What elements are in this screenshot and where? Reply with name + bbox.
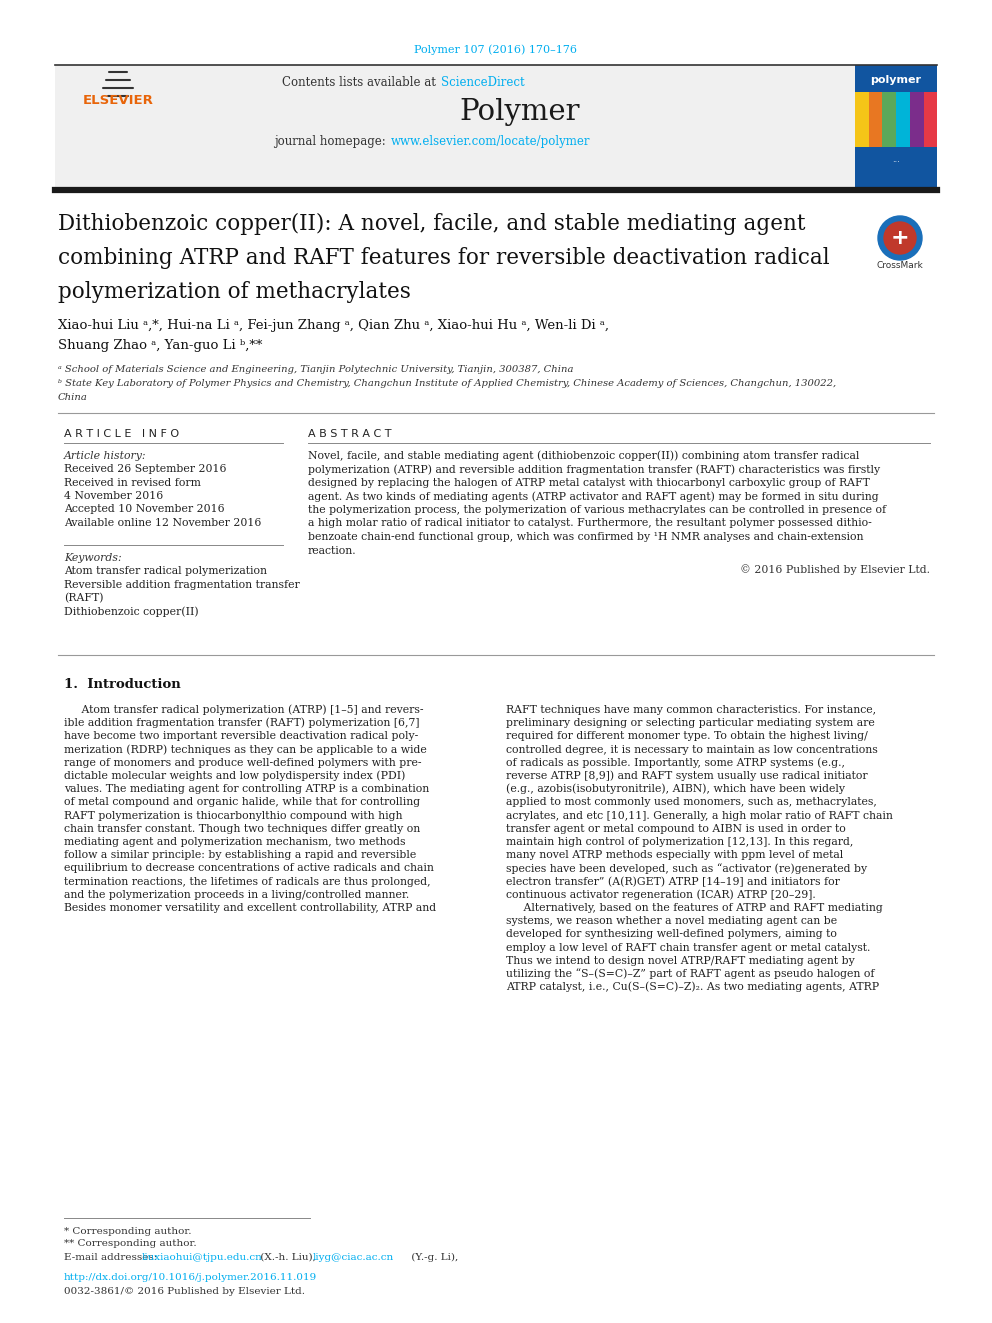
Bar xyxy=(869,93,883,147)
Text: have become two important reversible deactivation radical poly-: have become two important reversible dea… xyxy=(64,732,419,741)
Text: Accepted 10 November 2016: Accepted 10 November 2016 xyxy=(64,504,224,515)
Text: reverse ATRP [8,9]) and RAFT system usually use radical initiator: reverse ATRP [8,9]) and RAFT system usua… xyxy=(506,771,868,782)
Text: reaction.: reaction. xyxy=(308,545,357,556)
Text: equilibrium to decrease concentrations of active radicals and chain: equilibrium to decrease concentrations o… xyxy=(64,864,434,873)
Text: Thus we intend to design novel ATRP/RAFT mediating agent by: Thus we intend to design novel ATRP/RAFT… xyxy=(506,955,855,966)
Bar xyxy=(896,93,910,147)
Text: polymerization (ATRP) and reversible addition fragmentation transfer (RAFT) char: polymerization (ATRP) and reversible add… xyxy=(308,464,880,475)
Text: ** Corresponding author.: ** Corresponding author. xyxy=(64,1240,196,1249)
Text: polymer: polymer xyxy=(871,75,922,85)
Bar xyxy=(855,93,869,147)
Text: continuous activator regeneration (ICAR) ATRP [20–29].: continuous activator regeneration (ICAR)… xyxy=(506,889,815,900)
Text: ᵃ School of Materials Science and Engineering, Tianjin Polytechnic University, T: ᵃ School of Materials Science and Engine… xyxy=(58,365,573,374)
Text: of metal compound and organic halide, while that for controlling: of metal compound and organic halide, wh… xyxy=(64,798,421,807)
Text: combining ATRP and RAFT features for reversible deactivation radical: combining ATRP and RAFT features for rev… xyxy=(58,247,829,269)
Text: electron transfer” (A(R)GET) ATRP [14–19] and initiators for: electron transfer” (A(R)GET) ATRP [14–19… xyxy=(506,876,840,886)
Text: many novel ATRP methods especially with ppm level of metal: many novel ATRP methods especially with … xyxy=(506,851,843,860)
Text: Received in revised form: Received in revised form xyxy=(64,478,200,487)
Text: maintain high control of polymerization [12,13]. In this regard,: maintain high control of polymerization … xyxy=(506,837,853,847)
Text: transfer agent or metal compound to AIBN is used in order to: transfer agent or metal compound to AIBN… xyxy=(506,824,846,833)
Text: © 2016 Published by Elsevier Ltd.: © 2016 Published by Elsevier Ltd. xyxy=(740,565,930,576)
Text: 1.  Introduction: 1. Introduction xyxy=(64,679,181,692)
Text: RAFT techniques have many common characteristics. For instance,: RAFT techniques have many common charact… xyxy=(506,705,876,714)
Text: A R T I C L E   I N F O: A R T I C L E I N F O xyxy=(64,429,180,439)
Text: RAFT polymerization is thiocarbonylthio compound with high: RAFT polymerization is thiocarbonylthio … xyxy=(64,811,403,820)
Text: Alternatively, based on the features of ATRP and RAFT mediating: Alternatively, based on the features of … xyxy=(506,904,883,913)
Text: 4 November 2016: 4 November 2016 xyxy=(64,491,164,501)
Text: values. The mediating agent for controlling ATRP is a combination: values. The mediating agent for controll… xyxy=(64,785,430,794)
Text: chain transfer constant. Though two techniques differ greatly on: chain transfer constant. Though two tech… xyxy=(64,824,421,833)
Text: (Y.-g. Li),: (Y.-g. Li), xyxy=(408,1253,458,1262)
Text: Polymer 107 (2016) 170–176: Polymer 107 (2016) 170–176 xyxy=(415,45,577,56)
Text: polymerization of methacrylates: polymerization of methacrylates xyxy=(58,280,411,303)
Text: 0032-3861/© 2016 Published by Elsevier Ltd.: 0032-3861/© 2016 Published by Elsevier L… xyxy=(64,1287,305,1297)
Text: CrossMark: CrossMark xyxy=(877,261,924,270)
Text: species have been developed, such as “activator (re)generated by: species have been developed, such as “ac… xyxy=(506,863,867,873)
Text: ScienceDirect: ScienceDirect xyxy=(441,75,525,89)
Text: +: + xyxy=(891,228,910,247)
Bar xyxy=(55,65,937,191)
Text: Besides monomer versatility and excellent controllability, ATRP and: Besides monomer versatility and excellen… xyxy=(64,904,436,913)
Text: E-mail addresses:: E-mail addresses: xyxy=(64,1253,161,1262)
Circle shape xyxy=(884,222,916,254)
Text: controlled degree, it is necessary to maintain as low concentrations: controlled degree, it is necessary to ma… xyxy=(506,745,878,754)
Text: Keywords:: Keywords: xyxy=(64,553,122,564)
Text: developed for synthesizing well-defined polymers, aiming to: developed for synthesizing well-defined … xyxy=(506,929,837,939)
Text: agent. As two kinds of mediating agents (ATRP activator and RAFT agent) may be f: agent. As two kinds of mediating agents … xyxy=(308,491,879,501)
Text: Reversible addition fragmentation transfer: Reversible addition fragmentation transf… xyxy=(64,579,300,590)
Text: preliminary designing or selecting particular mediating system are: preliminary designing or selecting parti… xyxy=(506,718,875,728)
Bar xyxy=(883,93,896,147)
Text: benzoate chain-end functional group, which was confirmed by ¹H NMR analyses and : benzoate chain-end functional group, whi… xyxy=(308,532,863,542)
Text: follow a similar principle: by establishing a rapid and reversible: follow a similar principle: by establish… xyxy=(64,851,417,860)
Text: of radicals as possible. Importantly, some ATRP systems (e.g.,: of radicals as possible. Importantly, so… xyxy=(506,758,845,769)
Text: journal homepage:: journal homepage: xyxy=(275,135,390,148)
Bar xyxy=(910,93,924,147)
Text: and the polymerization proceeds in a living/controlled manner.: and the polymerization proceeds in a liv… xyxy=(64,890,410,900)
Text: Received 26 September 2016: Received 26 September 2016 xyxy=(64,464,226,474)
Text: dictable molecular weights and low polydispersity index (PDI): dictable molecular weights and low polyd… xyxy=(64,771,406,782)
Text: Xiao-hui Liu ᵃ,*, Hui-na Li ᵃ, Fei-jun Zhang ᵃ, Qian Zhu ᵃ, Xiao-hui Hu ᵃ, Wen-l: Xiao-hui Liu ᵃ,*, Hui-na Li ᵃ, Fei-jun Z… xyxy=(58,319,609,332)
Text: * Corresponding author.: * Corresponding author. xyxy=(64,1226,191,1236)
Text: Polymer: Polymer xyxy=(459,98,580,126)
Text: liyg@ciac.ac.cn: liyg@ciac.ac.cn xyxy=(313,1253,394,1262)
Bar xyxy=(924,93,937,147)
Text: merization (RDRP) techniques as they can be applicable to a wide: merization (RDRP) techniques as they can… xyxy=(64,745,427,755)
Text: systems, we reason whether a novel mediating agent can be: systems, we reason whether a novel media… xyxy=(506,917,837,926)
Bar xyxy=(855,65,937,191)
Text: a high molar ratio of radical initiator to catalyst. Furthermore, the resultant : a high molar ratio of radical initiator … xyxy=(308,519,872,528)
Text: ELSEVIER: ELSEVIER xyxy=(82,94,154,106)
Circle shape xyxy=(878,216,922,261)
Text: Atom transfer radical polymerization (ATRP) [1–5] and revers-: Atom transfer radical polymerization (AT… xyxy=(64,705,424,716)
Text: the polymerization process, the polymerization of various methacrylates can be c: the polymerization process, the polymeri… xyxy=(308,505,886,515)
Text: (e.g., azobis(isobutyronitrile), AIBN), which have been widely: (e.g., azobis(isobutyronitrile), AIBN), … xyxy=(506,785,845,795)
Text: designed by replacing the halogen of ATRP metal catalyst with thiocarbonyl carbo: designed by replacing the halogen of ATR… xyxy=(308,478,870,488)
Text: http://dx.doi.org/10.1016/j.polymer.2016.11.019: http://dx.doi.org/10.1016/j.polymer.2016… xyxy=(64,1274,317,1282)
Text: ᵇ State Key Laboratory of Polymer Physics and Chemistry, Changchun Institute of : ᵇ State Key Laboratory of Polymer Physic… xyxy=(58,380,836,389)
Text: acrylates, and etc [10,11]. Generally, a high molar ratio of RAFT chain: acrylates, and etc [10,11]. Generally, a… xyxy=(506,811,893,820)
Text: Shuang Zhao ᵃ, Yan-guo Li ᵇ,**: Shuang Zhao ᵃ, Yan-guo Li ᵇ,** xyxy=(58,339,262,352)
Text: A B S T R A C T: A B S T R A C T xyxy=(308,429,392,439)
Text: (X.-h. Liu),: (X.-h. Liu), xyxy=(257,1253,319,1262)
Text: range of monomers and produce well-defined polymers with pre-: range of monomers and produce well-defin… xyxy=(64,758,422,767)
Text: Article history:: Article history: xyxy=(64,451,147,460)
Text: Dithiobenzoic copper(II): A novel, facile, and stable mediating agent: Dithiobenzoic copper(II): A novel, facil… xyxy=(58,213,806,235)
Text: Atom transfer radical polymerization: Atom transfer radical polymerization xyxy=(64,566,267,576)
Text: employ a low level of RAFT chain transfer agent or metal catalyst.: employ a low level of RAFT chain transfe… xyxy=(506,942,870,953)
Text: applied to most commonly used monomers, such as, methacrylates,: applied to most commonly used monomers, … xyxy=(506,798,877,807)
Text: utilizing the “S–(S=C)–Z” part of RAFT agent as pseudo halogen of: utilizing the “S–(S=C)–Z” part of RAFT a… xyxy=(506,968,875,979)
Text: required for different monomer type. To obtain the highest living/: required for different monomer type. To … xyxy=(506,732,868,741)
Text: China: China xyxy=(58,393,88,401)
Text: mediating agent and polymerization mechanism, two methods: mediating agent and polymerization mecha… xyxy=(64,837,406,847)
Text: Dithiobenzoic copper(II): Dithiobenzoic copper(II) xyxy=(64,606,198,617)
Text: Novel, facile, and stable mediating agent (dithiobenzoic copper(II)) combining a: Novel, facile, and stable mediating agen… xyxy=(308,451,859,462)
Text: ...: ... xyxy=(892,156,900,164)
Text: ATRP catalyst, i.e., Cu(S–(S=C)–Z)₂. As two mediating agents, ATRP: ATRP catalyst, i.e., Cu(S–(S=C)–Z)₂. As … xyxy=(506,982,879,992)
Text: (RAFT): (RAFT) xyxy=(64,593,103,603)
Text: Available online 12 November 2016: Available online 12 November 2016 xyxy=(64,519,261,528)
Text: Contents lists available at: Contents lists available at xyxy=(283,75,440,89)
Text: termination reactions, the lifetimes of radicals are thus prolonged,: termination reactions, the lifetimes of … xyxy=(64,877,431,886)
Text: liuxiaohui@tjpu.edu.cn: liuxiaohui@tjpu.edu.cn xyxy=(142,1253,263,1262)
Text: ible addition fragmentation transfer (RAFT) polymerization [6,7]: ible addition fragmentation transfer (RA… xyxy=(64,718,420,729)
Text: www.elsevier.com/locate/polymer: www.elsevier.com/locate/polymer xyxy=(391,135,590,148)
